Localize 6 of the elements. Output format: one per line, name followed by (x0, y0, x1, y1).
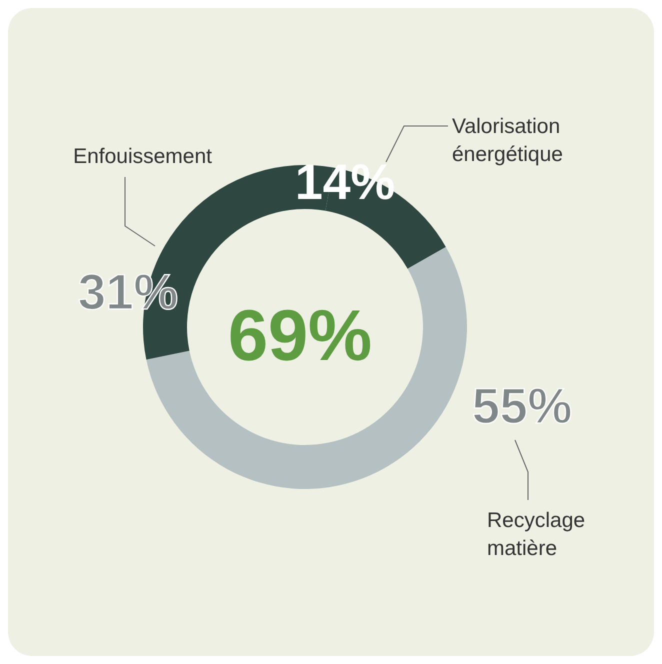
data-label: 55% (472, 378, 572, 434)
slice-label: Valorisation énergétique (452, 114, 563, 166)
text: 69% (228, 296, 372, 376)
slice-label: Enfouissement (73, 144, 212, 168)
slice-label: Recyclage matière (487, 508, 586, 560)
data-label: 14% (294, 154, 396, 210)
